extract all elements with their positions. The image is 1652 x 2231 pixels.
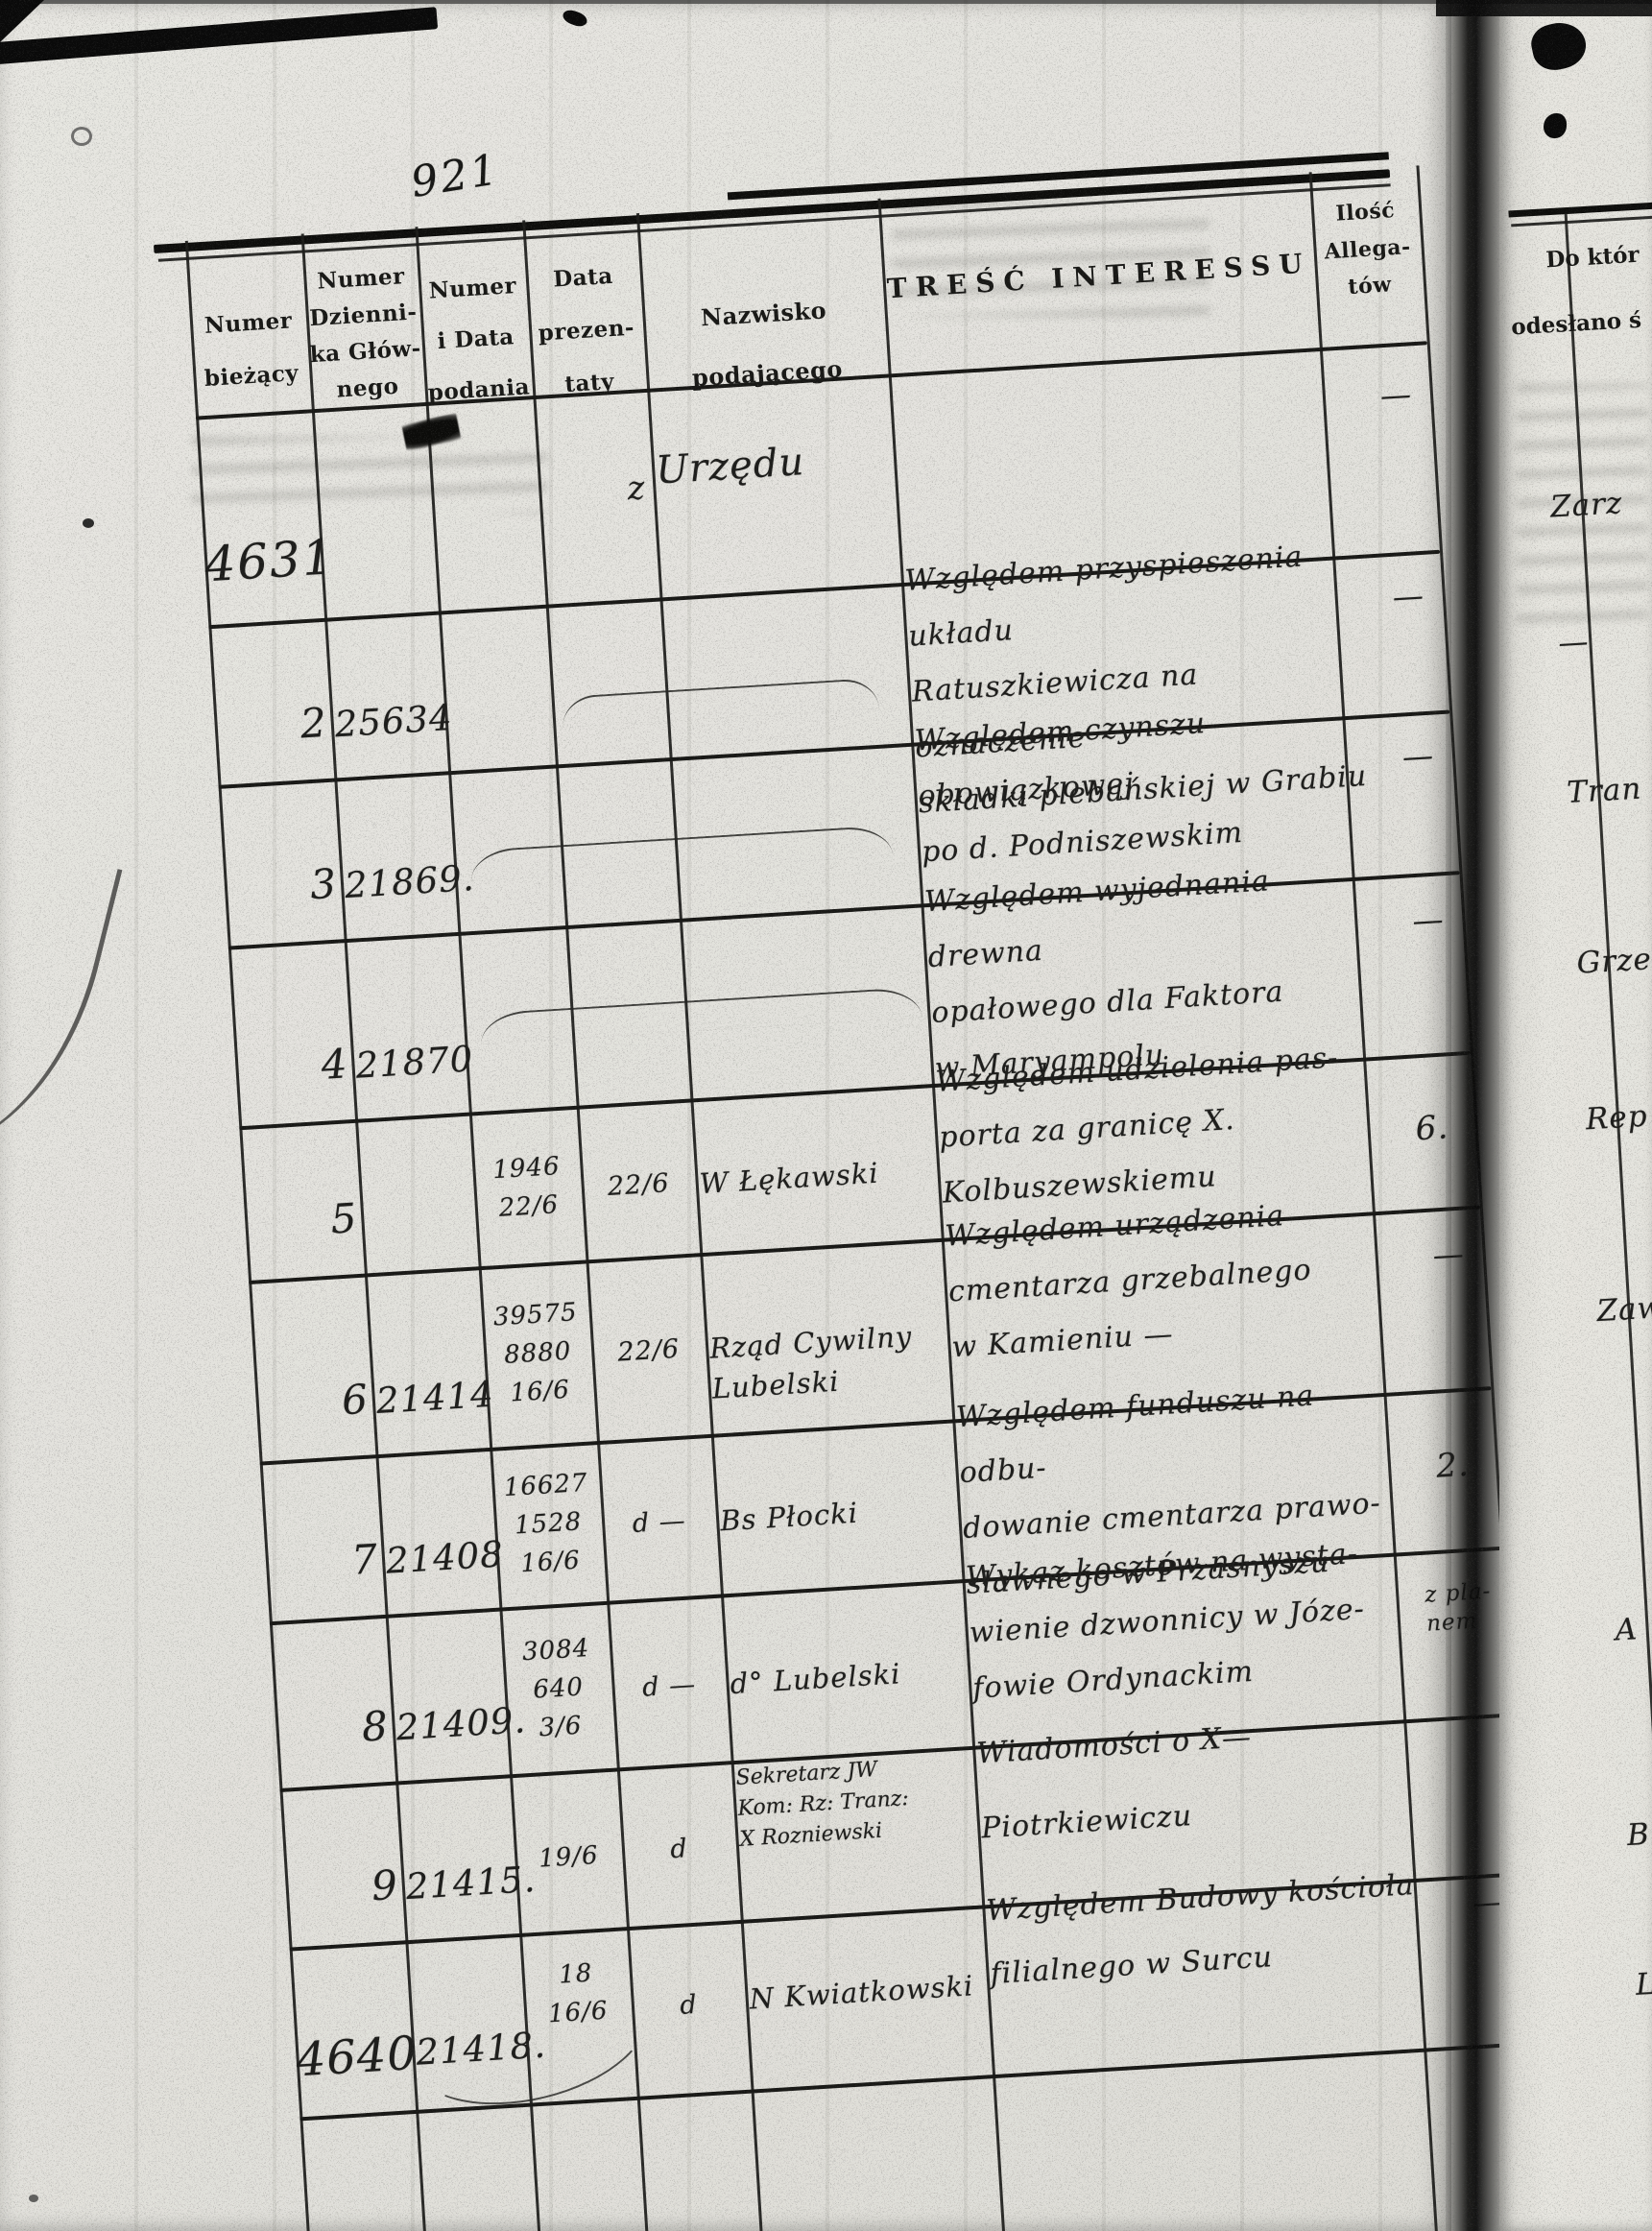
row-tresc: Wykaz kosztów na wysta- wienie dzwonnicy…	[965, 1536, 1366, 1706]
row-numer-dziennika: 25634	[333, 696, 454, 746]
row-nazwisko: N Kwiatkowski	[748, 1969, 975, 2016]
right-page-entry: A	[1614, 1612, 1640, 1648]
row-numer-dziennika: 21869.	[343, 856, 476, 907]
header-ilosc-allegatow: Ilość Allega- tów	[1323, 198, 1412, 300]
ink-speck	[29, 2195, 38, 2202]
row-numer-biezacy: 7	[349, 1535, 380, 1584]
row-numer-data-podania: 1946 22/6	[491, 1151, 562, 1223]
row-numer-biezacy: 5	[329, 1193, 359, 1243]
ledger-right-page: Do któr odesłano ś Zarz — Tran Grze Rep …	[1499, 0, 1652, 2231]
pen-flourish	[561, 677, 879, 728]
row-numer-dziennika: 21408	[384, 1533, 505, 1582]
row-numer-biezacy: 4640	[295, 2026, 419, 2088]
row-numer-biezacy: 6	[340, 1375, 371, 1425]
right-page-entry: —	[1557, 624, 1591, 661]
right-header-line2: odesłano ś	[1510, 306, 1642, 341]
header-numer-dziennika: Numer Dzienni- ka Głów- nego	[308, 263, 422, 403]
row-data-prezentaty: 22/6	[616, 1333, 682, 1368]
ink-blob	[1544, 113, 1567, 138]
header-data-prezentaty: Data prezen- taty	[537, 262, 635, 398]
row-numer-biezacy: 4631	[203, 529, 337, 593]
page-number: 921	[407, 145, 504, 207]
book-binding-gap	[1446, 0, 1501, 2231]
row-nazwisko: Rząd Cywilny Lubelski	[708, 1320, 914, 1406]
right-header-line1: Do któr	[1544, 241, 1640, 274]
row-numer-biezacy: 8	[360, 1701, 391, 1751]
right-page-entry: Rep	[1584, 1098, 1649, 1138]
ink-speck	[83, 518, 94, 528]
ledger-left-page: 921 Numer bieżący Numer Dzienni- ka Głów…	[0, 0, 1545, 2231]
row-numer-dziennika: 21415.	[404, 1858, 538, 1908]
right-page-entry: Zaw	[1595, 1290, 1652, 1330]
row-data-prezentaty: 22/6	[607, 1167, 671, 1202]
header-numer-data-podania: Numer i Data podania	[426, 273, 531, 406]
row-data-prezentaty: d —	[641, 1668, 697, 1703]
row-numer-data-podania: 39575 8880 16/6	[492, 1298, 579, 1408]
scan-edge-artifact	[1436, 0, 1652, 16]
scan-edge-artifact	[0, 0, 1652, 4]
row-numer-data-podania: 19/6	[538, 1840, 600, 1874]
row-numer-biezacy: 4	[320, 1040, 349, 1089]
right-page-entry: Grze	[1575, 942, 1652, 981]
right-page-table: Do któr odesłano ś Zarz — Tran Grze Rep …	[1499, 174, 1652, 2231]
row-data-prezentaty: d —	[631, 1506, 687, 1540]
row-tresc: Wiadomości o X— Piotrkiewiczu	[975, 1720, 1253, 1846]
row-nazwisko: d° Lubelski	[729, 1657, 902, 1701]
table-top-border	[1508, 197, 1652, 218]
header-tresc-interessu: TREŚĆ INTERESSU	[886, 247, 1312, 305]
right-page-entry: L	[1634, 1966, 1652, 2003]
pen-flourish	[479, 987, 922, 1045]
row-numer-biezacy: 3	[308, 859, 339, 909]
ink-speck	[71, 127, 92, 146]
row-numer-biezacy: 2	[299, 698, 329, 748]
row-nazwisko: Urzędu	[654, 440, 806, 493]
table-top-border	[154, 169, 1391, 253]
pen-flourish	[469, 825, 894, 882]
right-page-entry: B	[1625, 1816, 1651, 1854]
row-numer-dziennika: 21409.	[395, 1699, 528, 1749]
row-numer-data-podania: 3084 640 3/6	[521, 1633, 591, 1743]
row-nazwisko: W Łękawski	[698, 1156, 880, 1200]
row-data-prezentaty: d	[669, 1834, 689, 1865]
row-numer-dziennika: 21870	[354, 1038, 475, 1087]
row-tresc: Względem urządzenia cmentarza grzebalneg…	[944, 1199, 1313, 1365]
right-page-entry: Zarz	[1549, 486, 1624, 525]
row-nazwisko: Bs Płocki	[719, 1496, 859, 1538]
row-data-prezentaty: z	[626, 468, 647, 509]
row-tresc: Względem Budowy kościoła filialnego w Su…	[985, 1868, 1416, 1992]
row-numer-biezacy: 9	[370, 1860, 400, 1910]
row-numer-dziennika: 21414	[374, 1373, 495, 1423]
row-numer-data-podania: 16627 1528 16/6	[502, 1469, 589, 1579]
row-nazwisko: Sekretarz JW Kom: Rz: Tranz: X Rozniewsk…	[734, 1758, 910, 1853]
header-numer-biezacy: Numer bieżący	[204, 307, 299, 393]
right-page-entry: Tran	[1566, 771, 1643, 810]
registry-table: Numer bieżący Numer Dzienni- ka Głów- ne…	[154, 152, 1545, 2231]
